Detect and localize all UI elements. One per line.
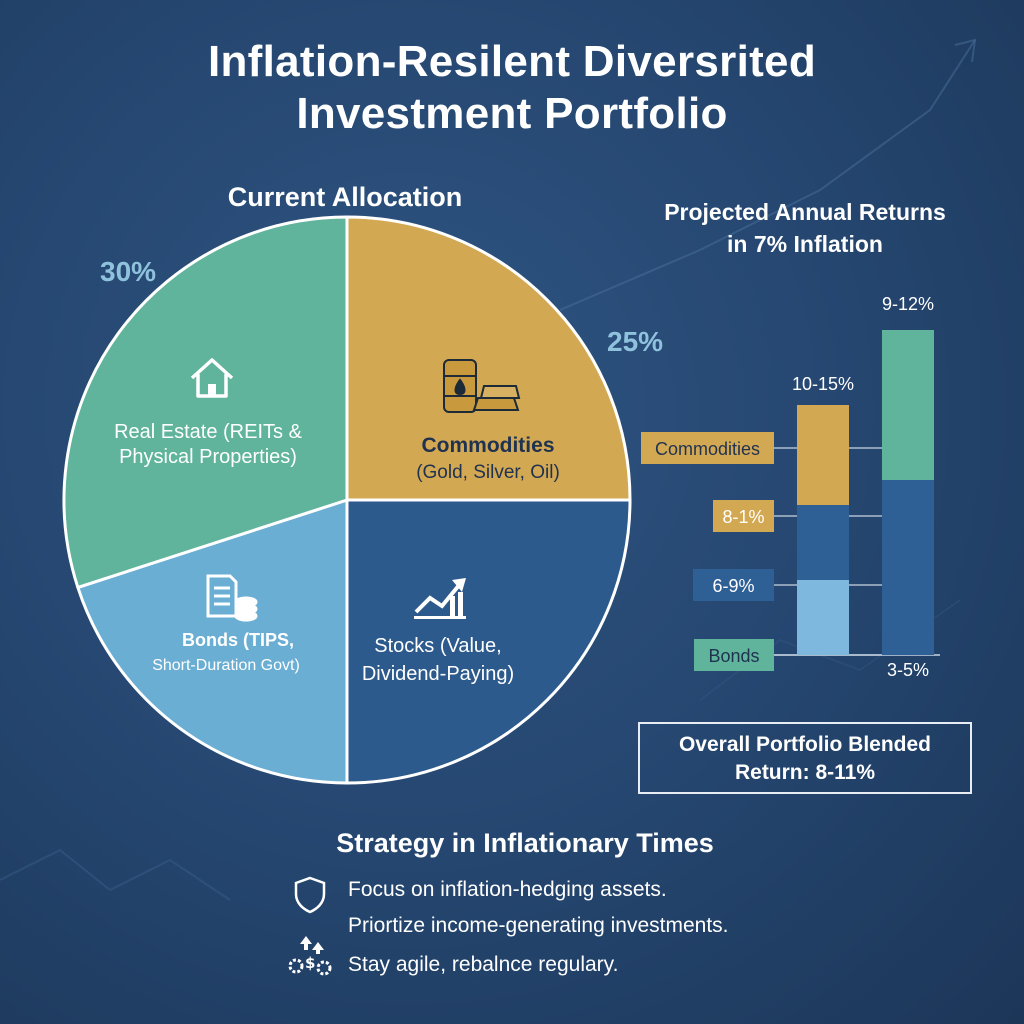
pie-label-stocks-line-1: Stocks (Value, bbox=[374, 635, 501, 657]
blended-return-summary: Overall Portfolio Blended Return: 8-11% bbox=[638, 722, 972, 794]
strategy-title: Strategy in Inflationary Times bbox=[336, 828, 714, 858]
bar-segment-2-real-estate bbox=[882, 330, 934, 480]
bar-tag-label-1: Commodities bbox=[655, 439, 760, 459]
bar-tag-bg-3 bbox=[693, 569, 774, 601]
main-title-line-1: Inflation-Resilent Diversrited bbox=[207, 37, 816, 86]
pie-label-bonds-line-1: Bonds (TIPS, bbox=[182, 630, 294, 650]
pie-value-label-real-estate: 30% bbox=[100, 256, 157, 287]
bar-bottom-label-2: 3-5% bbox=[887, 660, 929, 680]
bar-chart-title: Projected Annual Returns in 7% Inflation bbox=[630, 196, 980, 260]
svg-text:$: $ bbox=[305, 954, 315, 972]
strategy-item-2: Priortize income-generating investments. bbox=[348, 914, 729, 937]
bar-tag-label-2: 8-1% bbox=[722, 507, 764, 527]
bar-top-label-1: 10-15% bbox=[792, 374, 854, 394]
bar-segment-2-stocks bbox=[882, 480, 934, 655]
chart-growth-icon bbox=[414, 578, 466, 619]
document-coins-icon bbox=[206, 574, 258, 622]
main-title-line-2: Investment Portfolio bbox=[296, 89, 728, 138]
pie-label-bonds-line-2: Short-Duration Govt) bbox=[152, 657, 300, 674]
pie-slice-stocks bbox=[345, 498, 632, 785]
pie-label-commodities-line-2: (Gold, Silver, Oil) bbox=[416, 462, 560, 483]
pie-label-stocks-line-2: Dividend-Paying) bbox=[362, 663, 514, 685]
bar-tag-label-4: Bonds bbox=[708, 646, 759, 666]
pie-slice-real-estate bbox=[62, 215, 349, 589]
pie-label-real-estate-line-1: Real Estate (REITs & bbox=[114, 421, 303, 443]
bar-top-label-2: 9-12% bbox=[882, 294, 934, 314]
oil-barrel-gold-icon bbox=[443, 359, 521, 413]
bar-segment-1-commodities bbox=[797, 405, 849, 505]
bar-tag-bg-1 bbox=[641, 432, 774, 464]
bar-tag-bg-2 bbox=[713, 500, 774, 532]
strategy-item-3: Stay agile, rebalnce regulary. bbox=[348, 953, 619, 976]
summary-line-1: Overall Portfolio Blended bbox=[678, 733, 932, 756]
pie-label-real-estate-line-2: Physical Properties) bbox=[119, 446, 297, 468]
rebalance-gears-icon: $ bbox=[288, 936, 332, 976]
pie-slice-commodities bbox=[345, 215, 632, 502]
pie-value-label-commodities: 25% bbox=[607, 326, 664, 357]
bar-chart-title-line-1: Projected Annual Returns bbox=[664, 199, 946, 225]
pie-chart-title: Current Allocation bbox=[227, 182, 463, 212]
pie-slice-bonds bbox=[76, 498, 349, 785]
shield-icon bbox=[294, 876, 326, 914]
house-icon bbox=[190, 358, 234, 398]
summary-line-2: Return: 8-11% bbox=[734, 761, 876, 784]
bar-tag-label-3: 6-9% bbox=[712, 576, 754, 596]
strategy-item-1: Focus on inflation-hedging assets. bbox=[348, 878, 667, 901]
bar-chart-title-line-2: in 7% Inflation bbox=[727, 231, 883, 257]
pie-label-commodities-line-1: Commodities bbox=[421, 434, 554, 457]
bar-tag-bg-4 bbox=[694, 639, 774, 671]
bar-segment-1-bonds bbox=[797, 580, 849, 655]
bar-segment-1-stocks bbox=[797, 505, 849, 580]
